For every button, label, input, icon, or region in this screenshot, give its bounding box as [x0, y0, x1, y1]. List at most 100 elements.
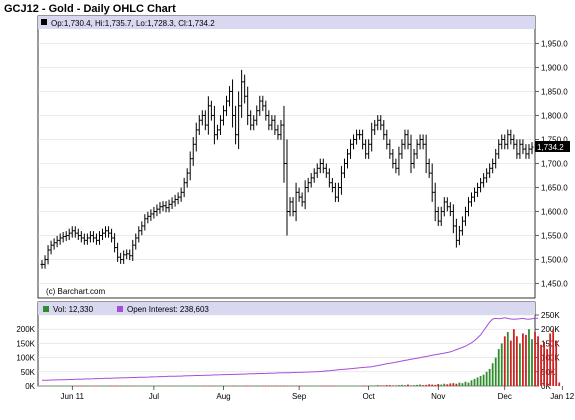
ohlc-bar	[342, 158, 346, 179]
volume-bar	[549, 333, 552, 386]
ohlc-bar	[94, 233, 98, 245]
ohlc-bar	[270, 115, 274, 131]
volume-bar	[280, 385, 282, 387]
ohlc-bar	[182, 177, 186, 198]
ohlc-bar	[457, 225, 461, 246]
ohlc-bar	[315, 163, 319, 178]
volume-bar	[71, 385, 74, 387]
volume-bar	[519, 343, 521, 386]
volume-bar	[171, 385, 173, 387]
ohlc-bar	[427, 158, 431, 178]
volume-bar	[500, 343, 503, 386]
volume-bar	[119, 385, 122, 387]
price-ohlc-bars	[40, 69, 534, 269]
ohlc-bar	[267, 110, 271, 131]
volume-bar	[370, 385, 373, 386]
ohlc-bar	[231, 79, 235, 128]
volume-bar	[446, 384, 449, 386]
x-tick-label: Jun 11	[61, 392, 85, 401]
volume-bar	[50, 385, 52, 387]
ohlc-bar	[125, 249, 129, 260]
price-tick-label: 1,500.0	[541, 256, 568, 265]
ohlc-bar	[406, 129, 410, 150]
volume-tick-label-left: 150K	[16, 339, 35, 348]
ohlc-bar	[288, 197, 292, 217]
ohlc-bar	[333, 182, 337, 202]
ohlc-bar	[237, 91, 241, 150]
volume-bar	[95, 385, 98, 387]
volume-bar	[494, 357, 497, 386]
volume-bar	[319, 385, 322, 387]
volume-bar	[252, 385, 255, 387]
ohlc-bar	[67, 228, 71, 241]
ohlc-readout: Op:1,730.4, Hi:1,735.7, Lo:1,728.3, Cl:1…	[51, 19, 215, 28]
ohlc-bar	[79, 231, 83, 243]
volume-bar	[183, 385, 186, 387]
ohlc-bar	[179, 187, 183, 202]
ohlc-bar	[97, 231, 101, 245]
volume-bar	[243, 385, 246, 387]
volume-bar	[146, 385, 149, 387]
last-price-tag	[535, 141, 570, 152]
ohlc-bar	[76, 228, 80, 241]
ohlc-bar	[370, 122, 374, 152]
ohlc-bar	[218, 115, 222, 136]
price-tick-label: 1,550.0	[541, 232, 568, 241]
volume-bar	[210, 385, 213, 387]
ohlc-bar	[394, 158, 398, 174]
ohlc-bar	[345, 148, 349, 169]
ohlc-bar	[131, 239, 135, 262]
price-tick-label: 1,800.0	[541, 111, 568, 120]
open-interest-line	[42, 317, 539, 381]
volume-bar	[225, 385, 228, 387]
volume-bar	[74, 385, 77, 387]
volume-bar	[491, 363, 494, 386]
ohlc-bar	[506, 129, 510, 150]
volume-bar	[107, 385, 110, 387]
ohlc-bar	[134, 233, 138, 250]
ohlc-bar	[297, 187, 301, 202]
ohlc-bar	[88, 231, 92, 243]
ohlc-bar	[466, 197, 470, 217]
ohlc-bar	[400, 139, 404, 159]
volume-bar	[528, 329, 530, 386]
ohlc-bar	[421, 134, 425, 150]
volume-bar	[346, 385, 349, 387]
volume-bar	[388, 385, 391, 386]
volume-bar	[555, 340, 558, 386]
volume-bar	[552, 329, 555, 386]
ohlc-bar	[530, 142, 534, 155]
volume-tick-label-right: 50K	[541, 368, 556, 377]
x-tick-label: Sep	[292, 392, 307, 401]
ohlc-bar	[485, 168, 489, 183]
ohlc-bar	[352, 134, 356, 150]
ohlc-bar	[412, 148, 416, 169]
ohlc-bar	[482, 173, 486, 188]
volume-bar	[140, 385, 143, 387]
ohlc-bar	[324, 163, 328, 178]
volume-bar	[222, 385, 225, 387]
ohlc-bar	[488, 163, 492, 178]
ohlc-bar	[430, 163, 434, 202]
chart-title: GCJ12 - Gold - Daily OHLC Chart	[4, 3, 176, 15]
volume-tick-label-left: 200K	[16, 325, 35, 334]
volume-bar	[364, 385, 367, 387]
ohlc-bar	[206, 96, 210, 135]
ohlc-bar	[479, 177, 483, 193]
ohlc-bar	[100, 228, 104, 241]
ohlc-bar	[367, 139, 371, 159]
volume-bar	[234, 385, 237, 387]
ohlc-bar	[418, 134, 422, 150]
ohlc-bar	[261, 95, 265, 112]
volume-bar	[98, 385, 101, 387]
volume-bar	[407, 384, 409, 386]
volume-bar	[479, 376, 482, 386]
price-y-axis: 1,450.0 1,500.0 1,550.0 1,600.0 1,650.0 1,700…	[535, 39, 568, 289]
volume-bar	[201, 385, 204, 387]
ohlc-bar	[122, 250, 126, 264]
volume-bar	[546, 349, 549, 386]
volume-bar	[246, 385, 249, 387]
volume-bar	[349, 385, 352, 387]
ohlc-bar	[273, 115, 277, 135]
watermark: (c) Barchart.com	[46, 287, 105, 296]
